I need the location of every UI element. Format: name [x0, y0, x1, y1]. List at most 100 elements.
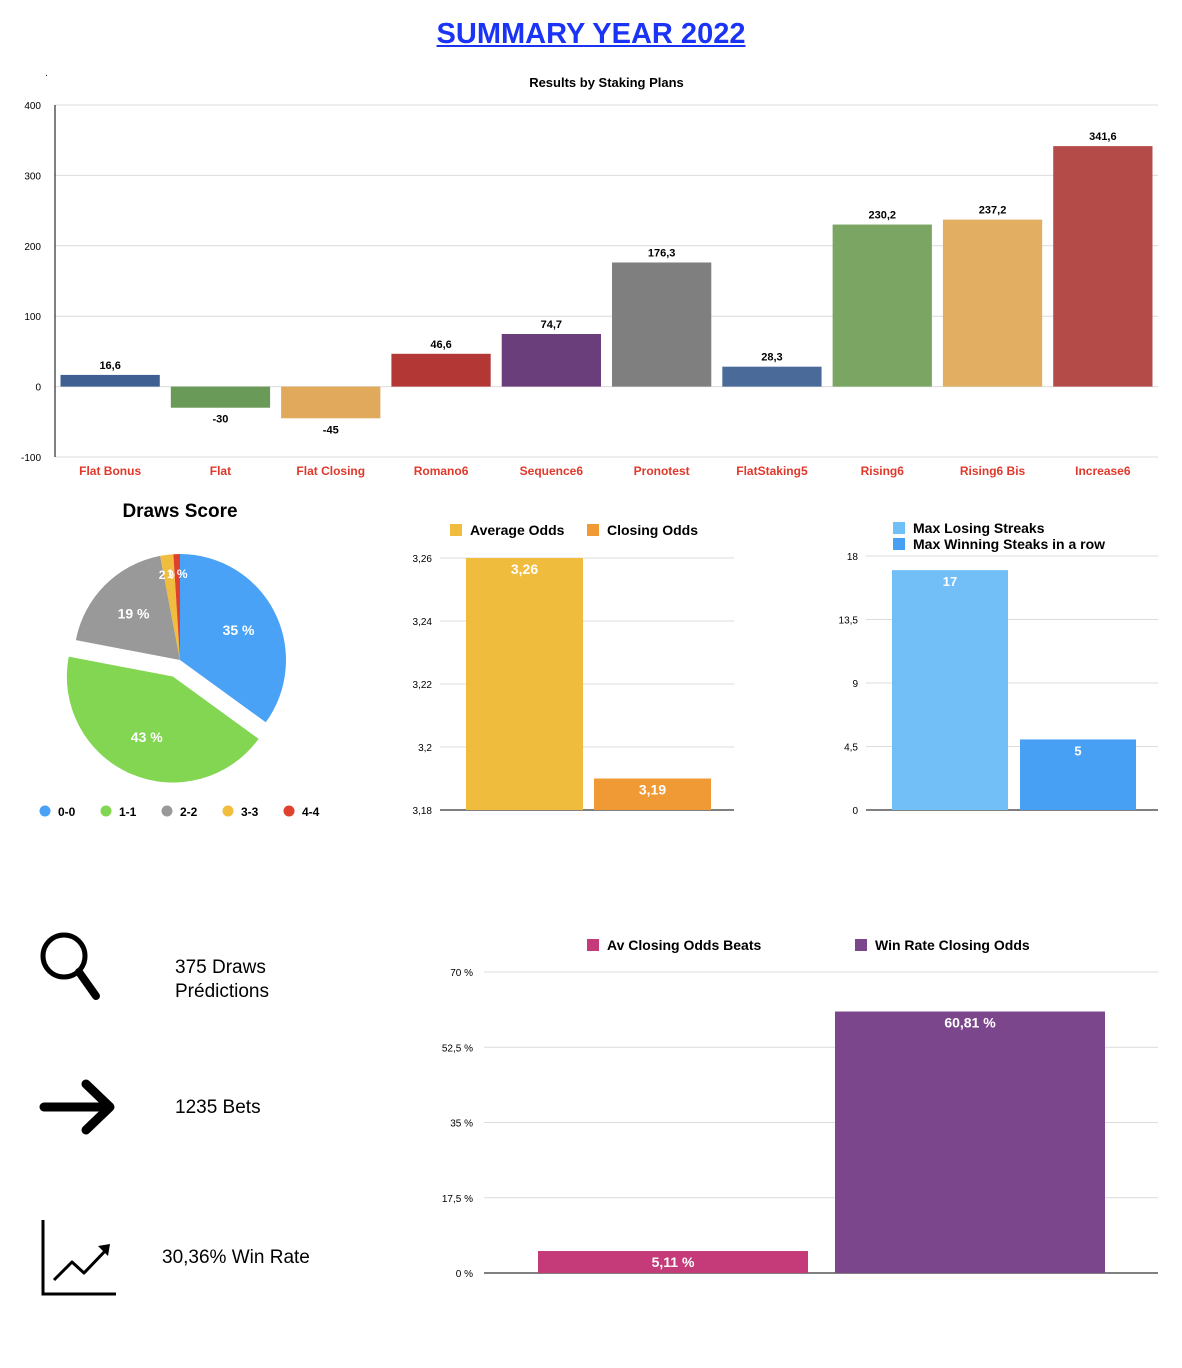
legend-swatch — [283, 805, 295, 817]
pie-slice — [66, 656, 259, 783]
y-tick-label: 3,22 — [413, 680, 433, 691]
slice-label: 2 % — [159, 568, 180, 582]
slice-label: 1 % — [167, 567, 188, 581]
data-label: 46,6 — [430, 339, 451, 351]
bar — [835, 1011, 1105, 1273]
data-label: 341,6 — [1089, 131, 1117, 143]
bar — [538, 1251, 808, 1273]
legend-label: Av Closing Odds Beats — [607, 937, 762, 953]
x-tick-label: FlatStaking5 — [736, 464, 808, 478]
line-chart-icon — [41, 1220, 116, 1296]
y-tick-label: 3,26 — [413, 554, 433, 565]
x-tick-label: Rising6 — [861, 464, 905, 478]
y-tick-label: 9 — [852, 679, 858, 690]
predictions-stat: 375 Draws Prédictions — [175, 956, 269, 1004]
bar — [391, 353, 491, 387]
legend-label: 4-4 — [302, 805, 320, 819]
legend-swatch — [39, 805, 51, 817]
legend-label: 1-1 — [119, 805, 137, 819]
y-tick-label: 13,5 — [839, 616, 859, 627]
bar — [60, 374, 160, 387]
arrow-right-icon — [39, 1079, 115, 1135]
y-tick-label: -100 — [21, 453, 41, 464]
magnifier-icon — [40, 932, 100, 1000]
predictions-line2: Prédictions — [175, 981, 269, 1002]
legend-swatch — [587, 524, 599, 536]
data-label: 3,19 — [639, 782, 666, 798]
legend-label: 0-0 — [58, 805, 76, 819]
legend-swatch — [893, 522, 905, 534]
bets-stat: 1235 Bets — [175, 1097, 261, 1118]
y-tick-label: 4,5 — [844, 743, 858, 754]
legend-swatch — [855, 939, 867, 951]
legend-swatch — [222, 805, 234, 817]
legend-label: Closing Odds — [607, 522, 698, 538]
pie-slice — [75, 555, 180, 660]
x-tick-label: Rising6 Bis — [960, 464, 1026, 478]
data-label: 17 — [943, 574, 957, 589]
bar — [892, 570, 1008, 810]
predictions-line1: 375 Draws — [175, 957, 266, 978]
bar — [466, 558, 583, 810]
y-tick-label: 18 — [847, 552, 859, 563]
bar — [1020, 739, 1136, 810]
x-tick-label: Flat Closing — [296, 464, 365, 478]
chart-title: Results by Staking Plans — [529, 75, 684, 90]
x-tick-label: Increase6 — [1075, 464, 1131, 478]
legend-label: 2-2 — [180, 805, 198, 819]
y-tick-label: 3,24 — [413, 617, 433, 628]
x-tick-label: Flat — [210, 464, 231, 478]
y-tick-label: 0 % — [456, 1269, 473, 1280]
y-tick-label: 300 — [24, 171, 41, 182]
y-tick-label: 400 — [24, 101, 41, 112]
y-tick-label: 0 — [852, 806, 858, 817]
bar — [170, 386, 271, 408]
bar — [942, 219, 1043, 387]
y-tick-label: 3,18 — [413, 806, 433, 817]
legend-swatch — [893, 538, 905, 550]
page-title: SUMMARY YEAR 2022 — [436, 18, 746, 50]
win-rate-stat: 30,36% Win Rate — [162, 1247, 310, 1268]
x-tick-label: Sequence6 — [520, 464, 584, 478]
slice-label: 35 % — [223, 622, 255, 638]
bar — [594, 778, 711, 810]
bar — [281, 386, 381, 419]
data-label: 237,2 — [979, 205, 1007, 217]
legend-label: Max Winning Steaks in a row — [913, 536, 1105, 552]
data-label: 16,6 — [99, 360, 120, 372]
legend-swatch — [450, 524, 462, 536]
legend-swatch — [587, 939, 599, 951]
stray-dot: . — [45, 68, 48, 79]
pie-slice — [173, 554, 180, 660]
y-tick-label: 35 % — [450, 1119, 473, 1130]
legend-label: 3-3 — [241, 805, 259, 819]
y-tick-label: 52,5 % — [442, 1043, 473, 1054]
data-label: 5 — [1074, 743, 1081, 758]
x-tick-label: Pronotest — [634, 464, 690, 478]
data-label: 60,81 % — [944, 1015, 996, 1031]
bar — [832, 224, 932, 387]
data-label: 74,7 — [541, 319, 562, 331]
legend-label: Win Rate Closing Odds — [875, 937, 1030, 953]
bar — [501, 334, 601, 387]
data-label: 176,3 — [648, 247, 676, 259]
legend-swatch — [100, 805, 112, 817]
y-tick-label: 70 % — [450, 968, 473, 979]
chart-title: Draws Score — [122, 501, 237, 522]
bar — [1053, 146, 1153, 387]
y-tick-label: 3,2 — [418, 743, 432, 754]
x-tick-label: Romano6 — [414, 464, 469, 478]
data-label: 230,2 — [868, 210, 896, 222]
y-tick-label: 0 — [35, 383, 41, 394]
data-label: 3,26 — [511, 561, 538, 577]
staking-plans-chart: Results by Staking Plans -100 0 100 200 300 40… — [21, 75, 1158, 478]
pie-slice — [180, 554, 286, 723]
data-label: -30 — [212, 414, 228, 426]
x-tick-label: Flat Bonus — [79, 464, 141, 478]
slice-label: 43 % — [131, 729, 163, 745]
y-tick-label: 100 — [24, 312, 41, 323]
data-label: -45 — [323, 424, 339, 436]
y-tick-label: 17,5 % — [442, 1194, 473, 1205]
pie-slice — [160, 554, 180, 660]
legend-label: Max Losing Streaks — [913, 520, 1045, 536]
